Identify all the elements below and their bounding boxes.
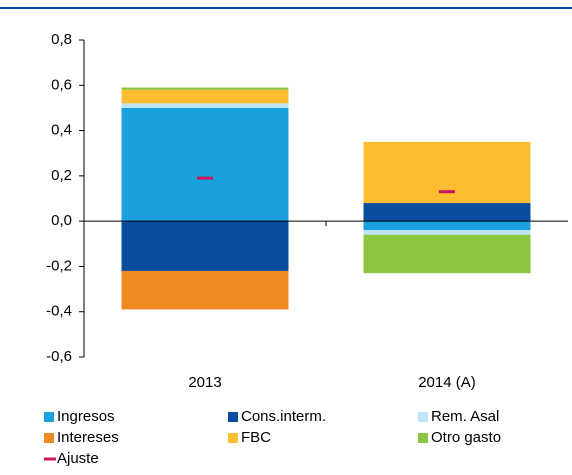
bar-segment <box>121 107 289 222</box>
legend-swatch <box>418 433 428 443</box>
x-tick-label: 2013 <box>188 374 221 391</box>
legend-label: Ingresos <box>57 408 115 425</box>
bar-segment <box>363 203 531 222</box>
legend-swatch <box>44 412 54 422</box>
legend-label: Intereses <box>57 429 119 446</box>
x-tick-label: 2014 (A) <box>418 374 476 391</box>
legend-label: Rem. Asal <box>431 408 499 425</box>
y-tick-label: -0,4 <box>46 303 72 320</box>
bar-segment <box>121 87 289 90</box>
y-tick-label: 0,6 <box>51 76 72 93</box>
bar-segment <box>363 141 531 204</box>
y-tick-label: 0,8 <box>51 31 72 48</box>
legend-label: Otro gasto <box>431 429 501 446</box>
y-tick-label: 0,2 <box>51 167 72 184</box>
legend-swatch <box>44 433 54 443</box>
legend-label: Cons.interm. <box>241 408 326 425</box>
bar-segment <box>363 230 531 235</box>
bar-segment <box>121 103 289 108</box>
y-tick-label: -0,6 <box>46 348 72 365</box>
bar-segment <box>121 89 289 104</box>
y-tick-label: 0,0 <box>51 212 72 229</box>
bar-segment <box>363 234 531 274</box>
legend-swatch <box>228 412 238 422</box>
bar-segment <box>121 221 289 271</box>
legend-swatch <box>418 412 428 422</box>
y-tick-label: -0,2 <box>46 257 72 274</box>
legend-label: FBC <box>241 429 271 446</box>
bar-segment <box>121 270 289 310</box>
legend-label: Ajuste <box>57 450 99 467</box>
bar-segment <box>363 221 531 231</box>
legend-swatch <box>228 433 238 443</box>
y-tick-label: 0,4 <box>51 122 72 139</box>
